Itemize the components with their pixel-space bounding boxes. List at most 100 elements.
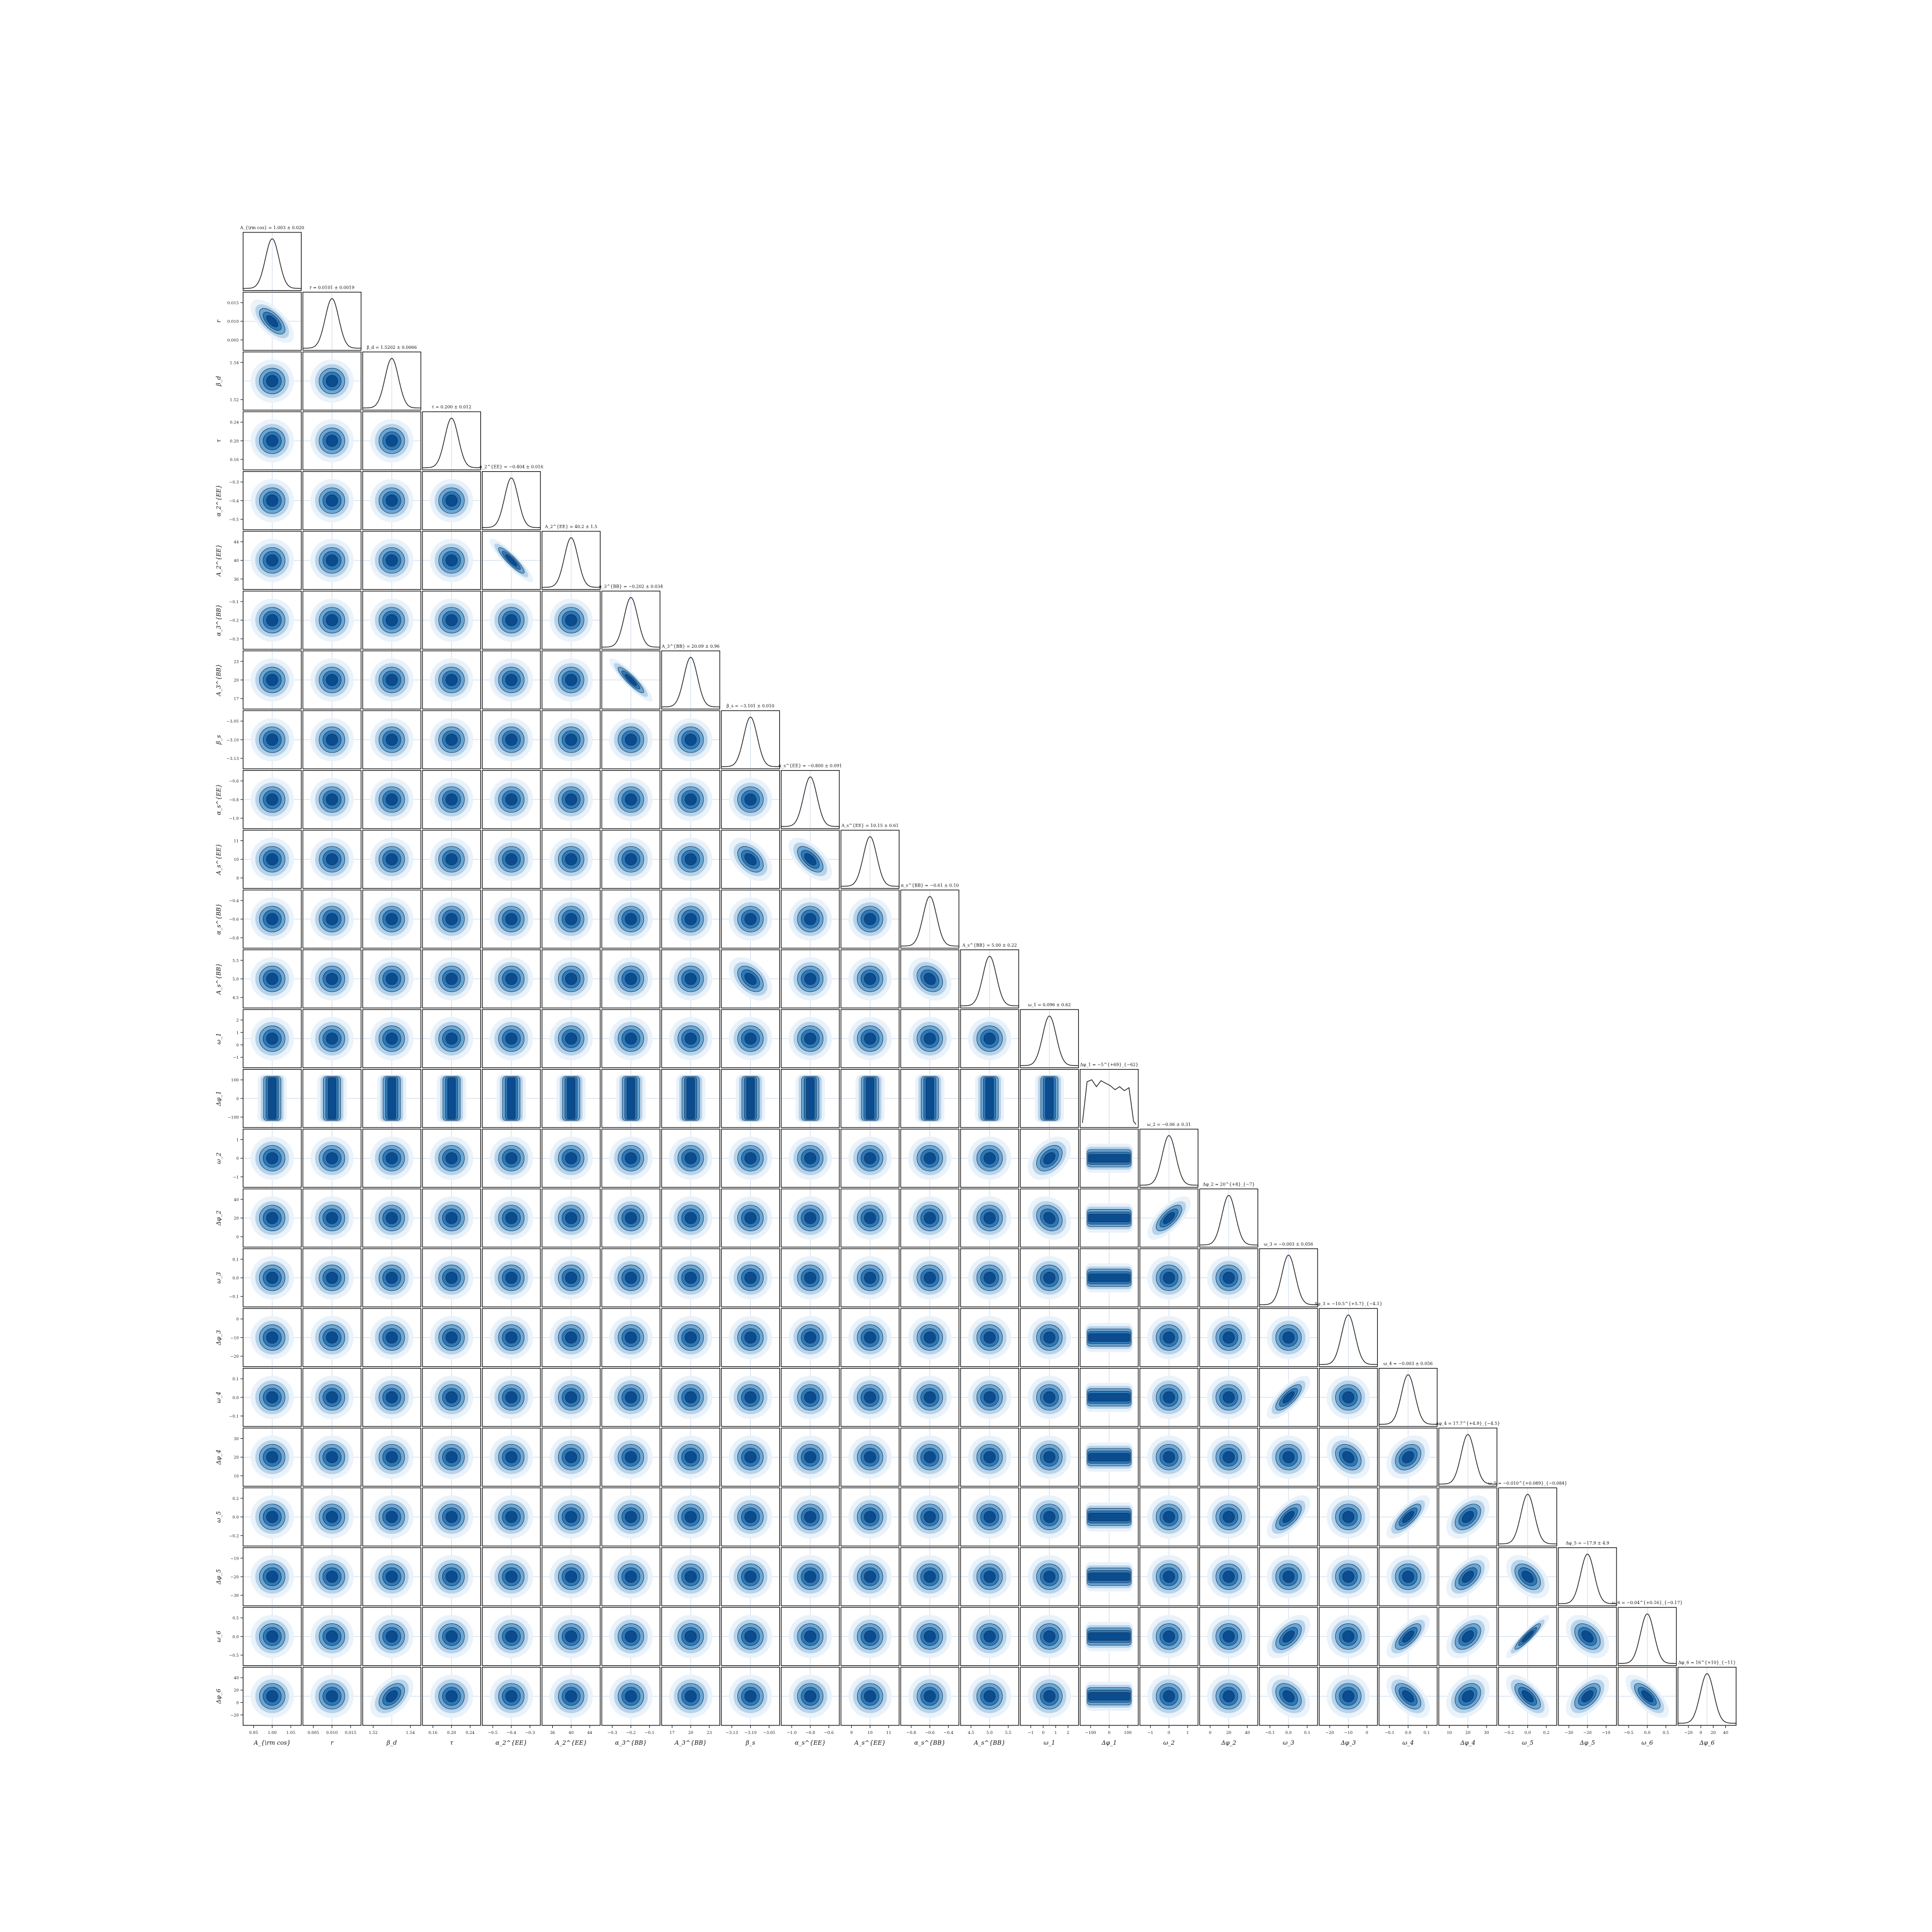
density-panel-19-1: [302, 1368, 362, 1427]
panel-frame: [960, 1547, 1019, 1606]
density-panel-24-23: [1618, 1667, 1677, 1726]
y-axis-label: Δφ_6: [215, 1689, 222, 1704]
density-panel-23-20: [1438, 1607, 1498, 1666]
panel-frame: [721, 830, 780, 889]
marginal-curve: [1618, 1613, 1677, 1664]
panel-frame: [1020, 1368, 1079, 1427]
density-panel-10-3: [422, 830, 481, 889]
density-panel-15-12: [960, 1129, 1019, 1188]
y-axis-label: Δφ_3: [215, 1330, 222, 1345]
density-panel-6-1: [302, 590, 362, 650]
panel-frame: [960, 949, 1019, 1008]
density-panel-15-4: [481, 1129, 541, 1188]
panel-frame: [422, 830, 481, 889]
panel-frame: [481, 531, 541, 590]
y-tick-label: 20: [233, 1216, 239, 1221]
y-axis-label: β_d: [215, 376, 222, 387]
y-tick-label: −0.6: [229, 917, 239, 922]
density-contour-level-5: [266, 853, 279, 866]
panel-frame: [601, 1248, 661, 1307]
density-panel-24-0: [243, 1667, 302, 1726]
panel-frame: [601, 1009, 661, 1069]
y-tick-label: −0.8: [229, 797, 239, 802]
density-contour-level-5: [445, 1331, 458, 1344]
density-contour-level-5: [625, 1391, 637, 1403]
y-tick-label: 40: [233, 558, 239, 563]
density-contour-level-5: [804, 1690, 816, 1702]
density-contour-level-5: [864, 1630, 876, 1643]
panel-frame: [900, 1308, 960, 1367]
panel-frame: [601, 949, 661, 1008]
density-contour-level-5: [1342, 1511, 1355, 1523]
y-axis-label: ω_4: [215, 1392, 222, 1403]
density-panel-19-17: [1259, 1368, 1318, 1427]
y-axis-label: ω_2: [215, 1152, 222, 1163]
density-panel-14-6: [601, 1069, 661, 1128]
y-tick-label: 44: [233, 540, 239, 545]
y-axis-label: r: [215, 319, 222, 323]
panel-frame: [601, 1308, 661, 1367]
panel-frame: [900, 1428, 960, 1487]
density-panel-12-10: [840, 949, 900, 1008]
density-panel-24-1: [302, 1667, 362, 1726]
y-tick-label: 2: [236, 1018, 239, 1023]
panel-frame: [302, 1188, 362, 1248]
marginal-panel-10: A_s^{EE} = 10.15 ± 0.61: [840, 823, 900, 889]
panel-frame: [1139, 1248, 1199, 1307]
density-contour-level-5: [266, 315, 279, 327]
density-panel-24-19: [1379, 1667, 1438, 1726]
panel-frame: [481, 710, 541, 770]
density-panel-17-4: [481, 1248, 541, 1307]
density-panel-10-2: [362, 830, 421, 889]
density-contour-level-5: [447, 1078, 456, 1119]
density-panel-17-0: [243, 1248, 302, 1307]
panel-frame: [1319, 1308, 1378, 1367]
panel-frame: [960, 1009, 1019, 1069]
density-contour-level-5: [924, 1391, 936, 1403]
marginal-title: A_s^{EE} = 10.15 ± 0.61: [841, 823, 899, 828]
density-panel-17-7: [661, 1248, 720, 1307]
panel-frame: [541, 1547, 601, 1606]
density-panel-15-3: [422, 1129, 481, 1188]
panel-frame: [721, 1487, 780, 1547]
density-contour-level-5: [1282, 1630, 1295, 1643]
density-panel-17-1: [302, 1248, 362, 1307]
x-tick-label: 20: [1226, 1730, 1232, 1735]
density-contour-level-5: [744, 1152, 757, 1165]
density-panel-24-13: [1020, 1667, 1079, 1726]
density-contour-level-5: [1223, 1511, 1235, 1523]
density-contour-level-5: [445, 972, 458, 985]
density-panel-22-11: [900, 1547, 960, 1606]
x-axis-label: Δφ_6: [1699, 1739, 1715, 1746]
density-contour-level-5: [565, 913, 577, 925]
panel-frame: [481, 471, 541, 530]
density-panel-15-0: [243, 1129, 302, 1188]
panel-frame: [422, 471, 481, 530]
density-panel-21-3: [422, 1487, 481, 1547]
density-panel-23-2: [362, 1607, 421, 1666]
panel-frame: [780, 1188, 840, 1248]
density-panel-11-2: [362, 889, 421, 949]
density-contour-level-5: [864, 1271, 876, 1284]
density-panel-8-7: [661, 710, 720, 770]
density-panel-12-5: [541, 949, 601, 1008]
panel-frame: [243, 1009, 302, 1069]
density-contour-level-5: [924, 1331, 936, 1344]
panel-frame: [1259, 1248, 1318, 1307]
panel-frame: [780, 1248, 840, 1307]
density-contour-level-5: [983, 1271, 996, 1284]
marginal-curve: [422, 418, 481, 469]
density-contour-level-5: [505, 1391, 517, 1403]
x-tick-label: 0.0: [1405, 1730, 1411, 1735]
marginal-title: r = 0.0101 ± 0.0019: [310, 285, 354, 290]
marginal-panel-6: α_3^{BB} = −0.202 ± 0.034: [599, 584, 663, 650]
density-panel-22-18: [1319, 1547, 1378, 1606]
x-tick-label: 11: [886, 1730, 891, 1735]
panel-frame: [721, 1308, 780, 1367]
density-contour-level-5: [1043, 1331, 1056, 1344]
panel-frame: [541, 1308, 601, 1367]
density-contour-level-5: [565, 1331, 577, 1344]
density-panel-10-8: [721, 830, 780, 889]
density-contour-level-5: [1163, 1331, 1175, 1344]
density-panel-20-0: [243, 1428, 302, 1487]
